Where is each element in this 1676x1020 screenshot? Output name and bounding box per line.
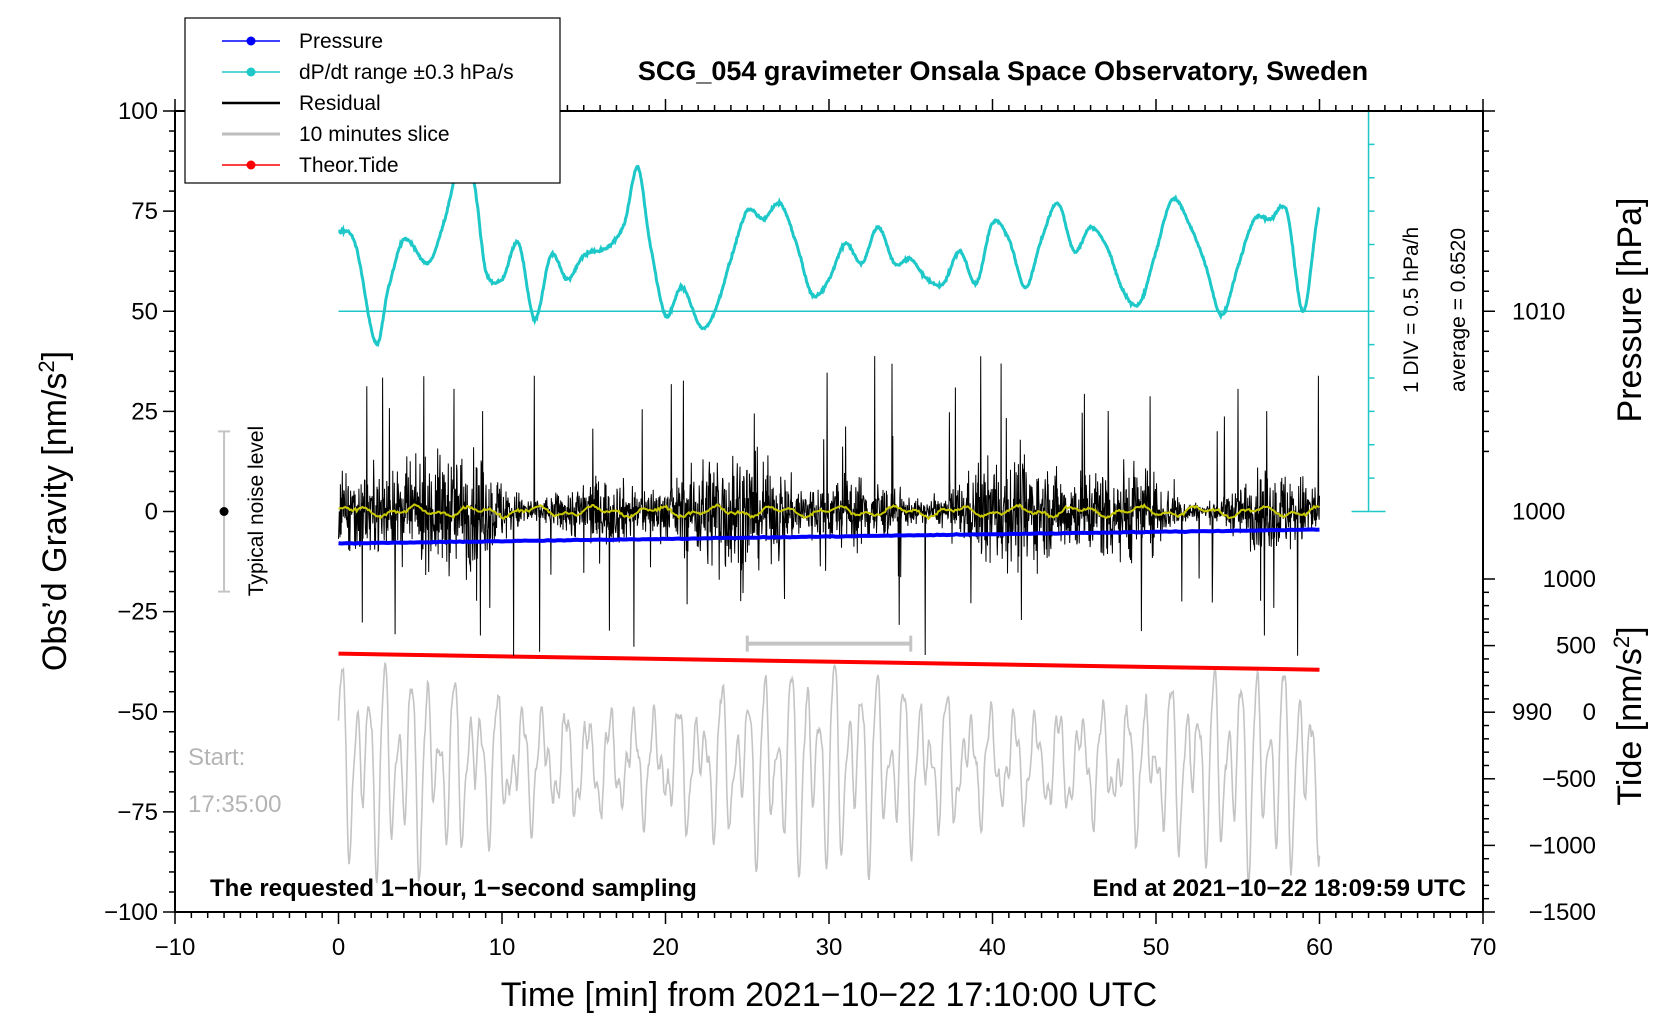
x-tick-label: 10 (489, 934, 516, 961)
theor-tide-series (338, 651, 1320, 672)
pressure-series (338, 527, 1320, 546)
legend-marker-0 (246, 36, 256, 46)
residual-series (338, 356, 1320, 656)
slice-series (337, 662, 1321, 888)
y-tick-label: −100 (104, 899, 158, 926)
y-tick-label: −50 (117, 699, 158, 726)
legend-label-3: 10 minutes slice (299, 123, 450, 146)
tide-tick-label: −1500 (1529, 899, 1596, 926)
dpdt-series (338, 153, 1321, 347)
scale-div-label: 1 DIV = 0.5 hPa/h (1400, 227, 1423, 393)
sampling-note: The requested 1−hour, 1−second sampling (210, 875, 697, 902)
tide-tick-label: −1000 (1529, 832, 1596, 859)
pressure-tick-label: 990 (1512, 699, 1552, 726)
legend-label-0: Pressure (299, 30, 383, 53)
y-tick-label: 75 (131, 198, 158, 225)
pressure-tick-label: 1000 (1512, 499, 1565, 526)
chart-title: SCG_054 gravimeter Onsala Space Observat… (638, 56, 1368, 86)
start-label: Start: (188, 744, 245, 771)
tide-tick-label: 500 (1556, 633, 1596, 660)
annotation-layer (218, 110, 1386, 652)
y-tick-label: 0 (145, 499, 158, 526)
x-tick-label: 60 (1306, 934, 1333, 961)
plot-frame (174, 110, 1484, 913)
start-time-label: 17:35:00 (188, 791, 281, 818)
series-layer (337, 153, 1369, 888)
x-tick-label: 30 (816, 934, 843, 961)
end-time-note: End at 2021−10−22 18:09:59 UTC (1092, 875, 1466, 902)
residual-smoothed-series (338, 502, 1320, 521)
y-tick-label: 50 (131, 298, 158, 325)
y-tick-label: −75 (117, 799, 158, 826)
y-tick-label: 25 (131, 398, 158, 425)
x-axis-label: Time [min] from 2021−10−22 17:10:00 UTC (501, 976, 1157, 1014)
legend: Pressure dP/dt range ±0.3 hPa/s Residual 10… (184, 17, 561, 184)
x-tick-label: 70 (1470, 934, 1497, 961)
legend-label-4: Theor.Tide (299, 154, 399, 177)
legend-marker-1 (246, 67, 256, 77)
y-tick-label: 100 (118, 98, 158, 125)
tide-tick-label: 0 (1583, 699, 1596, 726)
x-tick-label: 50 (1143, 934, 1170, 961)
tide-tick-label: −500 (1542, 766, 1596, 793)
noise-level-label: Typical noise level (245, 426, 268, 596)
y-tick-label: −25 (117, 599, 158, 626)
legend-label-2: Residual (299, 92, 381, 115)
y-axis-label-pressure: Pressure [hPa] (1611, 198, 1649, 423)
x-tick-label: 20 (652, 934, 679, 961)
legend-box (184, 17, 561, 184)
y-axis-label-left: Obs’d Gravity [nm/s2] (34, 351, 74, 671)
x-tick-label: −10 (155, 934, 196, 961)
tick-labels: −10 0 10 20 30 40 50 60 701007550250−25−50−75−10… (104, 98, 1596, 961)
legend-label-1: dP/dt range ±0.3 hPa/s (299, 61, 514, 84)
scale-average-label: average = 0.6520 (1447, 228, 1470, 392)
legend-marker-4 (246, 160, 256, 170)
noise-bar-center-dot (219, 507, 229, 516)
x-tick-label: 0 (332, 934, 345, 961)
y-axis-label-tide: Tide [nm/s2] (1609, 626, 1649, 805)
tide-tick-label: 1000 (1543, 566, 1596, 593)
pressure-tick-label: 1010 (1512, 298, 1565, 325)
x-tick-label: 40 (979, 934, 1006, 961)
